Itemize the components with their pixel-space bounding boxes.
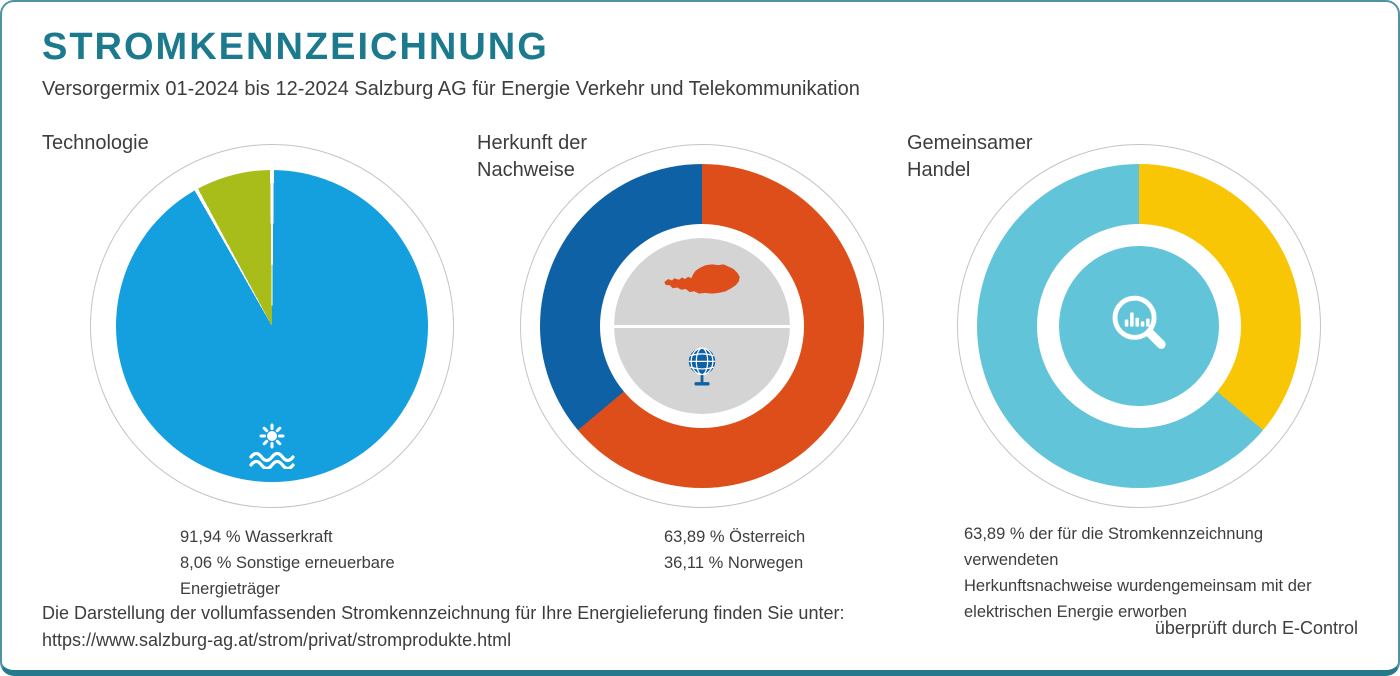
page-title: STROMKENNZEICHNUNG	[42, 26, 549, 68]
chart-title-handel: Gemeinsamer Handel	[907, 132, 1033, 181]
globe-icon-wrap	[614, 327, 790, 414]
source-url: https://www.salzburg-ag.at/strom/privat/…	[42, 630, 512, 650]
handel-donut-hole	[1037, 224, 1241, 428]
footer-note-text: Die Darstellung der vollumfassenden Stro…	[42, 603, 845, 623]
verified-by-label: überprüft durch E-Control	[1154, 618, 1358, 638]
austria-map-icon-wrap	[614, 238, 790, 325]
technologie-pie	[116, 170, 428, 482]
technologie-outer-ring	[90, 144, 454, 508]
globe-icon	[685, 345, 719, 396]
herkunft-donut	[540, 164, 864, 488]
chart-herkunft-der-nachweise: Herkunft der Nachweise	[462, 120, 892, 600]
austria-map-icon	[662, 259, 742, 304]
handel-outer-ring	[957, 144, 1321, 508]
footer-note: Die Darstellung der vollumfassenden Stro…	[42, 600, 844, 654]
sun-over-water-icon	[248, 423, 296, 474]
handel-center-disc	[1059, 246, 1219, 406]
legend-technologie: 91,94 % Wasserkraft 8,06 % Sonstige erne…	[180, 528, 395, 598]
chart-technologie: Technologie	[32, 120, 462, 600]
herkunft-outer-ring	[520, 144, 884, 508]
subtitle: Versorgermix 01-2024 bis 12-2024 Salzbur…	[42, 78, 860, 100]
herkunft-donut-hole	[600, 224, 804, 428]
chart-title-technologie: Technologie	[42, 132, 149, 154]
chart-title-herkunft: Herkunft der Nachweise	[477, 132, 588, 181]
legend-handel: 63,89 % der für die Stromkennzeichnung v…	[964, 525, 1312, 621]
chart-gemeinsamer-handel: Gemeinsamer Handel	[892, 120, 1342, 621]
chart-magnifier-icon	[1107, 292, 1171, 361]
herkunft-center-disc	[614, 238, 790, 414]
legend-herkunft: 63,89 % Österreich 36,11 % Norwegen	[664, 528, 806, 572]
handel-donut	[977, 164, 1301, 488]
